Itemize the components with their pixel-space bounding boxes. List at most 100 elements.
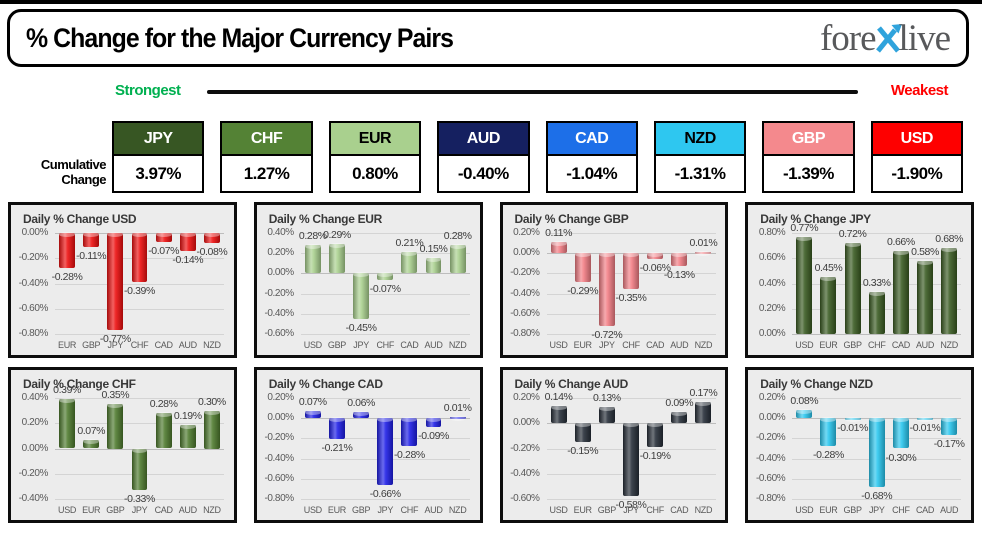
x-axis-category-label: GBP xyxy=(327,340,347,350)
bar-sheen xyxy=(179,233,196,251)
data-label: -0.28% xyxy=(813,449,844,462)
bar-sheen xyxy=(796,410,813,419)
bar-cap xyxy=(179,232,196,237)
bar-cap xyxy=(449,244,466,250)
y-axis-tick-label: -0.80% xyxy=(264,493,294,504)
bar-sheen xyxy=(107,233,124,331)
bar-cad xyxy=(671,410,688,424)
bar-cap xyxy=(304,244,321,250)
y-axis-tick-label: 0.40% xyxy=(267,227,294,238)
x-axis-category-label: GBP xyxy=(82,340,101,350)
data-label: -0.09% xyxy=(418,430,449,443)
bar-cap xyxy=(328,417,345,423)
x-axis-category-label: GBP xyxy=(597,505,616,515)
bar-cad xyxy=(647,252,664,260)
bar-cap xyxy=(820,417,837,423)
bar-sheen xyxy=(83,233,100,247)
bar-sheen xyxy=(550,242,567,254)
bar-sheen xyxy=(868,418,885,487)
bar-sheen xyxy=(623,253,639,289)
bar-cap xyxy=(401,251,418,257)
y-axis-tick-label: 0.80% xyxy=(758,227,786,238)
bar-sheen xyxy=(796,236,813,334)
y-axis-tick-label: 0.20% xyxy=(21,417,49,429)
bar-cap xyxy=(550,241,567,247)
currency-card-gbp: GBP -1.39% xyxy=(762,121,855,193)
chart-title: Daily % Change AUD xyxy=(514,377,629,391)
bar-cap xyxy=(353,272,370,278)
x-axis-category-label: CHF xyxy=(867,340,886,350)
bar-gbp xyxy=(328,243,345,274)
y-axis-tick-label: 0.20% xyxy=(513,392,540,403)
gridline xyxy=(546,313,716,315)
x-axis-category-label: JPY xyxy=(131,505,148,515)
data-label: -0.68% xyxy=(861,489,893,502)
bar-cap xyxy=(401,417,418,423)
bar-sheen xyxy=(353,412,370,419)
x-axis-category-label: CAD xyxy=(915,505,935,515)
bar-cap xyxy=(328,243,345,249)
bar-eur xyxy=(83,438,100,449)
y-axis-tick-label: -0.20% xyxy=(264,287,294,299)
data-label: 0.29% xyxy=(323,229,351,242)
bar-cap xyxy=(449,416,466,422)
x-axis-category-label: JPY xyxy=(107,340,124,350)
data-label: 0.21% xyxy=(395,237,424,250)
data-label: -0.33% xyxy=(124,493,155,506)
data-label: -0.29% xyxy=(567,285,599,298)
bar-cap xyxy=(203,232,220,237)
data-label: 0.06% xyxy=(347,397,375,410)
logo-x-arrow-icon xyxy=(875,24,902,53)
x-axis-category-label: USD xyxy=(303,340,322,350)
bar-jpy xyxy=(598,252,615,326)
currency-code: CHF xyxy=(222,123,311,156)
bar-sheen xyxy=(328,418,345,440)
header: % Change for the Major Currency Pairs fo… xyxy=(7,9,969,67)
bar-jpy xyxy=(131,447,148,491)
y-axis-tick-label: -0.80% xyxy=(510,328,540,339)
y-axis-tick-label: 0.20% xyxy=(267,392,294,403)
bar-cap xyxy=(844,242,861,248)
bar-cap xyxy=(623,252,639,258)
data-label: 0.58% xyxy=(911,245,939,258)
y-axis-tick-label: -0.60% xyxy=(510,307,540,319)
bar-sheen xyxy=(695,252,712,255)
weakest-label: Weakest xyxy=(890,82,949,99)
bar-usd xyxy=(796,235,813,334)
currency-card-nzd: NZD -1.31% xyxy=(653,121,747,193)
bar-sheen xyxy=(868,292,885,334)
x-axis-category-label: NZD xyxy=(448,340,467,350)
bar-eur xyxy=(59,232,76,269)
bar-cap xyxy=(83,438,100,444)
cumulative-change-value: 3.97% xyxy=(114,156,203,191)
x-axis-category-label: NZD xyxy=(203,505,221,515)
data-label: 0.17% xyxy=(689,386,718,399)
bar-cap xyxy=(647,422,664,428)
data-label: 0.39% xyxy=(53,384,81,397)
bar-gbp xyxy=(353,411,370,419)
bar-sheen xyxy=(203,233,220,244)
bar-cap xyxy=(623,422,639,428)
chart-title: Daily % Change GBP xyxy=(514,212,629,226)
bar-sheen xyxy=(598,253,615,326)
bar-cap xyxy=(844,417,861,423)
y-axis-tick-label: -0.60% xyxy=(18,302,49,314)
bar-aud xyxy=(671,252,688,267)
data-label: 0.72% xyxy=(838,228,867,241)
bar-sheen xyxy=(574,423,591,443)
data-label: -0.66% xyxy=(369,487,401,500)
bar-sheen xyxy=(131,233,148,283)
gridline xyxy=(546,334,716,335)
y-axis-tick-label: -0.60% xyxy=(510,493,540,504)
bar-sheen xyxy=(941,418,958,436)
bar-aud xyxy=(179,423,196,449)
x-axis-category-label: EUR xyxy=(573,505,592,515)
bar-cap xyxy=(796,235,813,241)
data-label: 0.09% xyxy=(665,396,694,409)
x-axis-category-label: CHF xyxy=(376,340,395,350)
gridline xyxy=(55,308,224,310)
cumulative-change-value: -1.90% xyxy=(872,156,961,191)
bar-cap xyxy=(671,410,688,416)
bar-cap xyxy=(377,417,394,423)
